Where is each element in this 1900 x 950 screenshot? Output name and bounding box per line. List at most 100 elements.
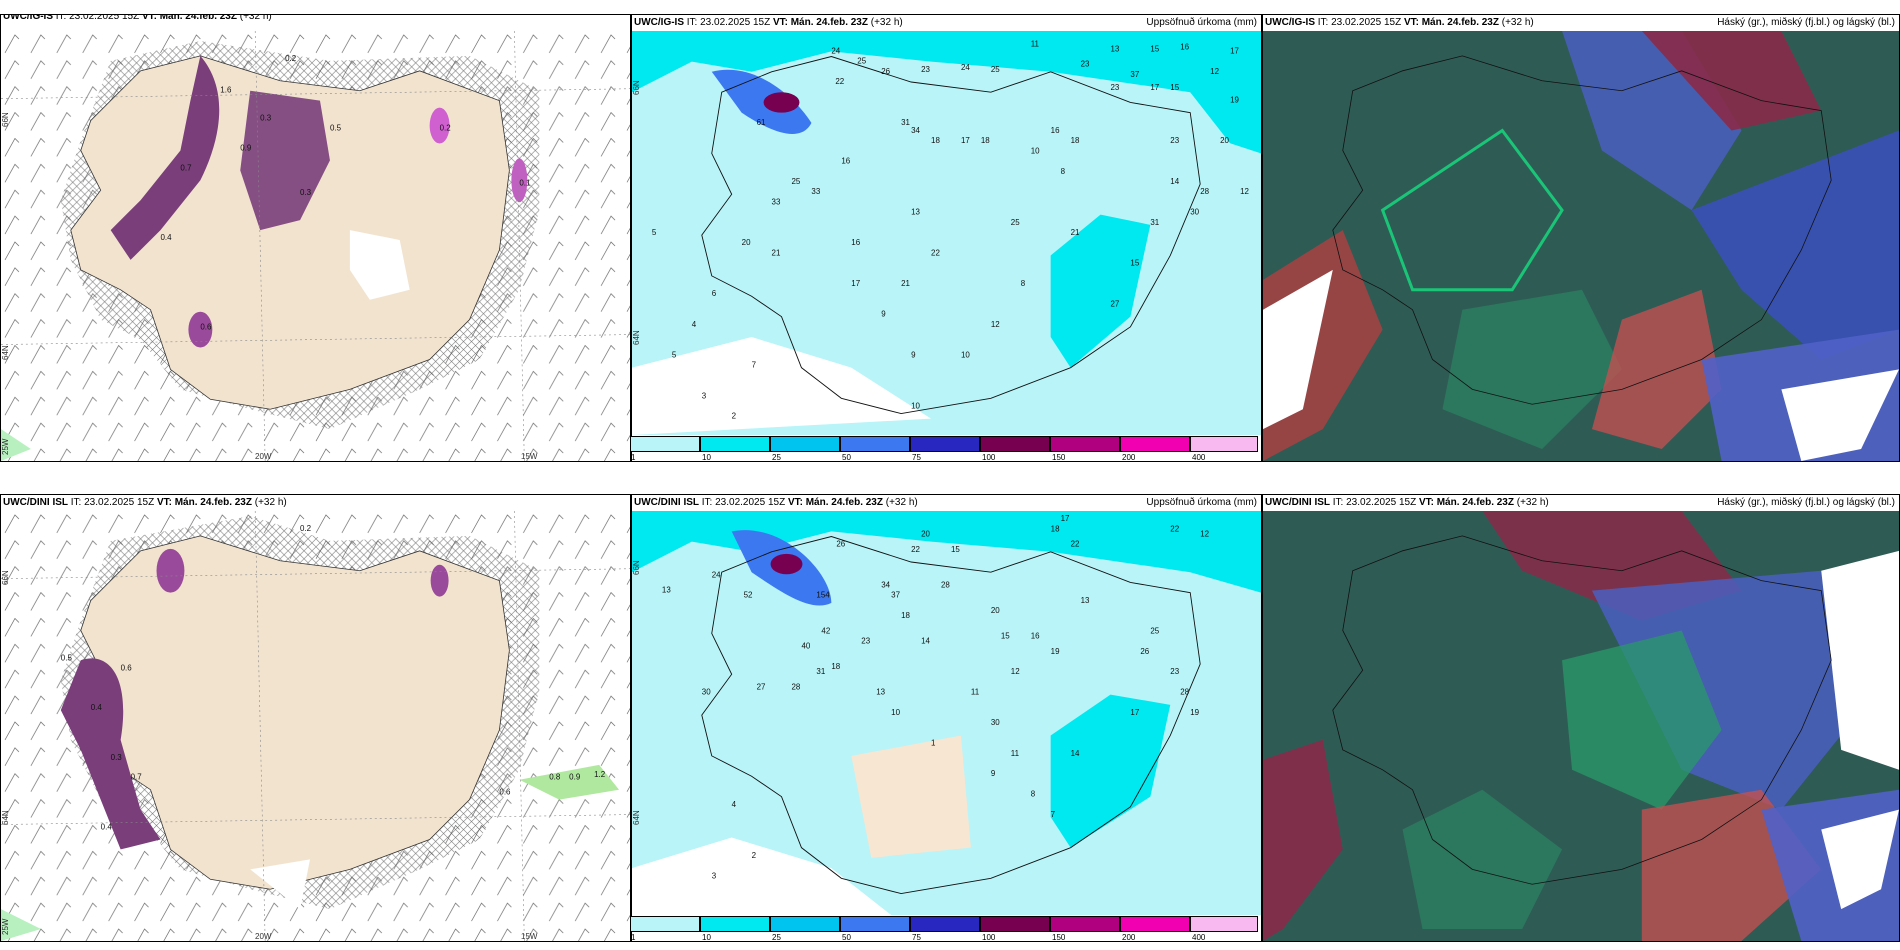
no-snow-area bbox=[349, 230, 410, 300]
value-label: 0.4 bbox=[91, 703, 103, 712]
precip-spot bbox=[511, 158, 528, 203]
value-label: 23 bbox=[1170, 136, 1179, 145]
value-label: 31 bbox=[901, 118, 910, 127]
init-time: IT: 23.02.2025 15Z bbox=[1315, 17, 1404, 28]
value-label: 40 bbox=[801, 642, 810, 651]
lon-label: 20W bbox=[255, 452, 272, 461]
value-label: 15 bbox=[1170, 83, 1179, 92]
colorbar-tick: 10 bbox=[702, 933, 711, 942]
value-label: 13 bbox=[911, 208, 920, 217]
model-name: UWC/DINI ISL bbox=[3, 497, 68, 508]
colorbar-swatch bbox=[700, 436, 770, 452]
panel-header: UWC/DINI ISL IT: 23.02.2025 15Z VT: Mán.… bbox=[1263, 495, 1899, 511]
value-label: 0.6 bbox=[499, 788, 511, 797]
lat-label: 64N bbox=[1, 810, 10, 825]
value-label: 0.6 bbox=[200, 323, 212, 332]
green-area bbox=[519, 764, 620, 800]
value-label: 18 bbox=[931, 136, 940, 145]
high-cloud-area bbox=[1591, 289, 1722, 450]
init-time: IT: 23.02.2025 15Z bbox=[1330, 497, 1419, 508]
valid-time: VT: Mán. 24.feb. 23Z bbox=[141, 14, 237, 22]
value-label: 20 bbox=[742, 238, 751, 247]
value-label: 16 bbox=[1051, 126, 1060, 135]
precip-labels: 24 25 26 23 24 25 22 11 23 13 15 16 17 6… bbox=[652, 39, 1249, 420]
field-title: Uppsöfnuð úrkoma (mm) bbox=[1146, 17, 1257, 28]
colorbar-tick: 200 bbox=[1122, 453, 1136, 462]
value-label: 26 bbox=[1140, 647, 1149, 656]
panel-top-mid: UWC/IG-IS IT: 23.02.2025 15Z VT: Mán. 24… bbox=[631, 14, 1262, 462]
value-label: 27 bbox=[757, 682, 766, 691]
colorbar-swatch bbox=[770, 916, 840, 932]
panel-bottom-mid: UWC/DINI ISL IT: 23.02.2025 15Z VT: Mán.… bbox=[631, 494, 1262, 942]
cloud-map bbox=[1263, 511, 1899, 941]
valid-time: VT: Mán. 24.feb. 23Z bbox=[1418, 497, 1514, 508]
value-label: 13 bbox=[876, 688, 885, 697]
value-label: 26 bbox=[881, 67, 890, 76]
value-label: 12 bbox=[1200, 529, 1209, 538]
colorbar-swatch bbox=[630, 916, 700, 932]
value-label: 16 bbox=[841, 157, 850, 166]
lat-label: 66N bbox=[632, 560, 641, 575]
mid-cloud-area bbox=[1442, 289, 1622, 450]
value-label: 0.4 bbox=[101, 823, 113, 832]
value-label: 9 bbox=[991, 769, 996, 778]
precip-map: 24 25 26 23 24 25 22 11 23 13 15 16 17 6… bbox=[632, 31, 1261, 435]
value-label: 27 bbox=[1110, 299, 1119, 308]
value-label: 30 bbox=[702, 688, 711, 697]
value-label: 28 bbox=[941, 580, 950, 589]
value-label: 0.6 bbox=[121, 663, 133, 672]
panel-header: UWC/DINI ISL IT: 23.02.2025 15Z VT: Mán.… bbox=[632, 495, 1261, 511]
value-label: 16 bbox=[851, 238, 860, 247]
value-label: 24 bbox=[961, 63, 970, 72]
value-label: 52 bbox=[744, 591, 753, 600]
no-snow-area bbox=[250, 859, 311, 910]
dry-area bbox=[632, 837, 892, 915]
precip-band-north bbox=[632, 511, 1261, 593]
value-label: 8 bbox=[1021, 279, 1026, 288]
field-title: Háský (gr.), miðský (fj.bl.) og lágský (… bbox=[1717, 17, 1895, 28]
value-label: 61 bbox=[757, 118, 766, 127]
colorbar-swatch bbox=[840, 916, 910, 932]
panel-header: UWC/IG-IS IT: 23.02.2025 15Z VT: Mán. 24… bbox=[1263, 15, 1899, 31]
value-label: 0.8 bbox=[549, 773, 561, 782]
snow-depth-labels: 0.2 0.5 0.4 0.3 0.6 0.9 0.8 1.2 0.6 0.7 … bbox=[61, 524, 606, 832]
value-label: 0.9 bbox=[240, 143, 252, 152]
value-label: 25 bbox=[791, 177, 800, 186]
value-label: 42 bbox=[821, 626, 830, 635]
colorbar-tick: 150 bbox=[1052, 933, 1066, 942]
precip-core bbox=[763, 92, 800, 113]
value-label: 33 bbox=[811, 187, 820, 196]
value-label: 0.3 bbox=[300, 188, 312, 197]
precip-band-se bbox=[1050, 214, 1151, 368]
value-label: 4 bbox=[692, 320, 697, 329]
value-label: 10 bbox=[911, 401, 920, 410]
value-label: 11 bbox=[971, 688, 980, 697]
lat-label: 64N bbox=[632, 810, 641, 825]
high-cloud-band bbox=[1641, 31, 1822, 131]
value-label: 12 bbox=[991, 320, 1000, 329]
value-label: 28 bbox=[1180, 688, 1189, 697]
model-name: UWC/DINI ISL bbox=[634, 497, 699, 508]
lead-time: (+32 h) bbox=[251, 497, 287, 508]
valid-time: VT: Mán. 24.feb. 23Z bbox=[772, 17, 868, 28]
value-label: 23 bbox=[1110, 83, 1119, 92]
value-label: 18 bbox=[831, 662, 840, 671]
clear-area bbox=[1821, 550, 1899, 770]
value-label: 10 bbox=[961, 350, 970, 359]
value-label: 28 bbox=[1200, 187, 1209, 196]
precip-zone-west bbox=[60, 658, 161, 850]
value-label: 2 bbox=[752, 851, 757, 860]
green-area bbox=[1, 429, 31, 461]
colorbar-tick: 25 bbox=[772, 933, 781, 942]
value-label: 22 bbox=[911, 545, 920, 554]
clear-area bbox=[1263, 269, 1333, 430]
valid-time: VT: Mán. 24.feb. 23Z bbox=[1403, 17, 1499, 28]
panel-header: UWC/IG-IS IT: 23.02.2025 15Z VT: Mán. 24… bbox=[1, 14, 630, 25]
dry-land-area bbox=[851, 735, 971, 858]
colorbar-swatch bbox=[1190, 436, 1258, 452]
clear-area bbox=[1821, 809, 1899, 910]
value-label: 18 bbox=[981, 136, 990, 145]
value-label: 20 bbox=[1220, 136, 1229, 145]
init-time: IT: 23.02.2025 15Z bbox=[684, 17, 773, 28]
lat-label: 64N bbox=[1, 345, 10, 360]
